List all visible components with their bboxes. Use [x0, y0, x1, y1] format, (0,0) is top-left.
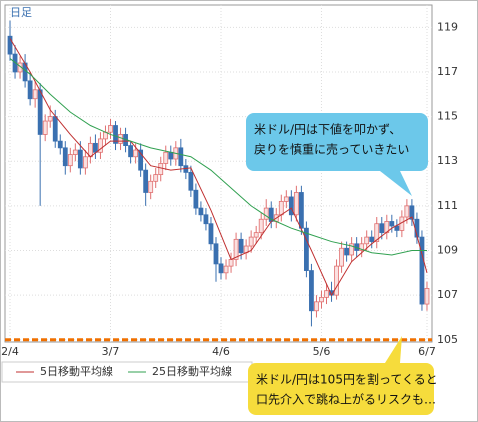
callout-text: 戻りを慎重に売っていきたい: [254, 142, 409, 157]
candle-body: [253, 232, 259, 238]
candle-body: [238, 238, 244, 254]
callout-text: 米ドル/円は下値を叩かず、: [254, 122, 401, 137]
candle-body: [389, 221, 395, 227]
callout-tail: [385, 336, 402, 363]
candle-body: [37, 89, 43, 135]
candle-body: [153, 174, 159, 182]
candle-body: [138, 149, 144, 171]
candle-body: [288, 196, 294, 216]
candle-body: [7, 35, 13, 55]
y-tick-label: 119: [437, 20, 458, 33]
candle-body: [228, 259, 234, 267]
candle-body: [193, 189, 199, 209]
x-tick-label: 3/7: [102, 345, 120, 358]
callout: 米ドル/円は下値を叩かず、戻りを慎重に売っていきたい: [246, 113, 428, 196]
candle-body: [77, 149, 83, 169]
candle-body: [133, 149, 139, 158]
candle-body: [27, 80, 33, 100]
candle-body: [334, 265, 339, 296]
candle-body: [309, 270, 314, 312]
callout-text: 米ドル/円は105円を割ってくると: [256, 372, 438, 387]
y-tick-label: 109: [437, 243, 458, 256]
candle-body: [108, 125, 113, 133]
candle-body: [278, 200, 284, 216]
candle-body: [148, 180, 154, 193]
candle-body: [52, 116, 58, 142]
candle-body: [298, 192, 304, 229]
x-tick-label: 5/6: [313, 345, 331, 358]
candle-body: [82, 156, 88, 169]
y-tick-label: 115: [437, 110, 458, 123]
candle-body: [98, 138, 103, 153]
candle-body: [233, 238, 239, 260]
candle-body: [344, 247, 350, 256]
callout-box: [248, 363, 434, 415]
candle-body: [118, 134, 123, 144]
candle-body: [359, 243, 365, 251]
candle-body: [203, 214, 209, 225]
callout-tail: [380, 171, 412, 196]
candle-body: [47, 116, 53, 122]
x-tick-label: 2/4: [1, 345, 19, 358]
period-label: 日足: [10, 6, 32, 19]
y-tick-label: 107: [437, 288, 458, 301]
candle-body: [72, 149, 78, 155]
y-tick-label: 105: [437, 333, 458, 346]
y-tick-label: 111: [437, 199, 458, 212]
candle-body: [364, 236, 370, 245]
candle-body: [93, 142, 98, 153]
candle-body: [158, 163, 164, 176]
candle-body: [339, 247, 344, 267]
candle-body: [419, 236, 425, 305]
candle-body: [404, 205, 410, 218]
candle-body: [374, 223, 380, 242]
x-tick-label: 4/6: [212, 345, 230, 358]
candle-body: [319, 296, 324, 303]
legend-label: 5日移動平均線: [40, 364, 113, 378]
candle-body: [218, 263, 224, 274]
candle-body: [258, 218, 264, 234]
candle-body: [379, 223, 385, 234]
candle-body: [198, 207, 204, 216]
candle-body: [42, 120, 48, 135]
candle-body: [369, 236, 375, 242]
ma-line: [9, 58, 427, 256]
candle-body: [223, 265, 229, 274]
callout-text: 口先介入で跳ね上がるリスクも…: [256, 392, 436, 407]
candle-body: [178, 147, 184, 167]
candle-body: [128, 145, 133, 158]
callout: 米ドル/円は105円を割ってくると口先介入で跳ね上がるリスクも…: [248, 336, 438, 415]
candle-body: [324, 290, 329, 298]
candle-body: [349, 243, 355, 256]
candle-body: [168, 151, 174, 160]
candle-body: [113, 125, 118, 144]
candle-body: [293, 192, 299, 216]
y-tick-label: 113: [437, 154, 458, 167]
candle-body: [213, 243, 219, 265]
candle-body: [188, 171, 194, 191]
candle-body: [248, 236, 254, 247]
candle-body: [424, 288, 430, 305]
candle-body: [283, 196, 289, 202]
legend-label: 25日移動平均線: [152, 364, 232, 378]
candle-body: [67, 154, 73, 167]
candle-body: [304, 227, 309, 271]
callout-box: [246, 113, 428, 171]
candle-body: [314, 301, 319, 312]
candle-body: [57, 140, 63, 149]
candle-body: [163, 151, 169, 164]
candle-body: [263, 207, 269, 220]
y-tick-label: 117: [437, 65, 458, 78]
candle-body: [32, 89, 38, 100]
x-tick-label: 6/7: [418, 345, 436, 358]
candle-body: [62, 147, 68, 167]
candle-body: [143, 169, 149, 193]
candle-body: [208, 223, 214, 245]
plot-area: [4, 4, 433, 343]
ma-line: [9, 38, 428, 297]
candle-body: [409, 205, 415, 220]
